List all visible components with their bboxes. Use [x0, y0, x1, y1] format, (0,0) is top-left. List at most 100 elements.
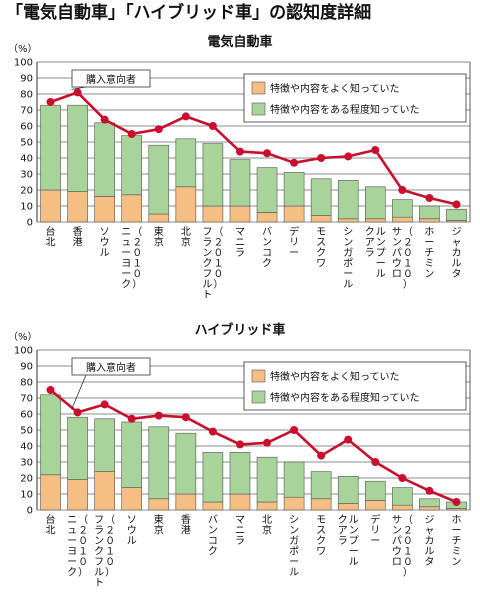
purchase-intent-point [452, 498, 461, 506]
bar-well-known [67, 479, 88, 511]
x-category-label: ニューヨーク [67, 515, 77, 579]
y-tick-label: 60 [20, 122, 33, 133]
bar-somewhat-known [283, 461, 305, 498]
legend-label: 特徴や内容をよく知っていた [270, 370, 400, 383]
bar-somewhat-known [337, 476, 359, 504]
bar-well-known [310, 215, 332, 223]
x-category-label: 香港 [73, 226, 83, 249]
hybrid-vehicle-chart: ハイブリッド車 （%） 0 10 20 30 40 50 60 70 80 90 100 購入意向者特徴や… [8, 322, 471, 589]
bar-somewhat-known [175, 432, 197, 495]
bar-well-known [40, 474, 61, 511]
legend-label: 特徴や内容をある程度知っていた [270, 103, 420, 116]
legend-box [243, 73, 467, 123]
x-category-label: 台北 [46, 513, 56, 537]
purchase-intent-line [50, 91, 457, 206]
bar-somewhat-known [67, 416, 88, 480]
bar-somewhat-known [364, 186, 386, 220]
purchase-intent-point [73, 408, 82, 417]
bar-somewhat-known [364, 480, 386, 501]
x-category-label: （２０１０） [403, 514, 413, 579]
bar-somewhat-known [310, 471, 332, 500]
y-tick-label: 80 [20, 378, 33, 389]
bar-well-known [337, 503, 359, 511]
y-axis-label: （%） [8, 43, 38, 55]
y-tick-label: 70 [20, 106, 33, 117]
purchase-intent-point [181, 413, 190, 422]
bar-well-known [419, 218, 440, 223]
legend-label: 特徴や内容をある程度知っていた [270, 391, 420, 404]
x-category-label: （２０１０） [213, 226, 223, 291]
y-tick-label: 0 [27, 506, 33, 517]
bar-somewhat-known [256, 167, 278, 213]
purchase-intent-point [235, 147, 244, 156]
x-category-label: （２０１０） [78, 514, 88, 579]
y-tick-label: 20 [20, 186, 33, 197]
bar-well-known [67, 191, 88, 223]
purchase-intent-point [425, 486, 434, 495]
x-category-label: （２０１０） [403, 226, 413, 291]
y-tick-label: 90 [20, 362, 33, 373]
purchase-intent-point [46, 98, 55, 106]
purchase-intent-point [235, 440, 244, 449]
y-tick-label: 0 [27, 218, 33, 229]
bar-well-known [148, 213, 170, 223]
purchase-intent-point [371, 458, 380, 466]
purchase-intent-point [73, 88, 82, 97]
bar-well-known [337, 218, 359, 223]
legend-swatch [251, 369, 266, 383]
bar-well-known [229, 205, 251, 223]
y-tick-label: 60 [20, 410, 33, 421]
bar-well-known [392, 216, 413, 223]
bar-well-known [419, 506, 440, 511]
annotation-box [71, 69, 151, 88]
x-category-label: シンガポール [343, 227, 353, 291]
bar-well-known [175, 493, 197, 511]
purchase-intent-point [398, 186, 407, 194]
x-category-label: 北京 [262, 514, 272, 537]
y-tick-label: 40 [20, 154, 33, 165]
purchase-intent-point [127, 414, 136, 423]
purchase-intent-point [425, 194, 434, 202]
bar-somewhat-known [40, 394, 61, 476]
bar-somewhat-known [67, 104, 88, 192]
chart-title: 電気自動車 [207, 34, 272, 50]
bar-somewhat-known [94, 418, 115, 472]
bar-somewhat-known [229, 159, 251, 207]
bar-somewhat-known [121, 135, 143, 196]
x-category-label: ルンプール [349, 515, 359, 568]
bar-somewhat-known [256, 456, 278, 503]
legend-swatch [251, 102, 266, 116]
bar-well-known [392, 504, 413, 511]
electric-vehicle-chart: 電気自動車 （%） 0 10 20 30 40 50 60 70 80 90 100 購入意向者特徴や内容… [8, 34, 471, 301]
y-tick-label: 20 [20, 474, 33, 485]
purchase-intent-point [46, 386, 55, 394]
y-tick-label: 80 [20, 90, 33, 101]
bar-well-known [40, 189, 61, 223]
annotation-box [71, 357, 151, 376]
y-tick-label: 100 [14, 346, 33, 357]
bar-well-known [364, 218, 386, 223]
bar-somewhat-known [202, 452, 224, 503]
bar-somewhat-known [446, 208, 467, 221]
x-category-label: クアラ [338, 514, 348, 547]
annotation-label: 購入意向者 [86, 361, 136, 374]
purchase-intent-point [127, 130, 136, 138]
bar-well-known [364, 500, 386, 511]
bar-well-known [94, 471, 115, 511]
x-category-label: クアラ [365, 226, 375, 259]
bar-somewhat-known [94, 122, 115, 197]
purchase-intent-point [100, 115, 109, 124]
y-tick-label: 40 [20, 442, 33, 453]
bar-well-known [310, 498, 332, 511]
x-category-label: バンコク [208, 514, 218, 558]
legend-swatch [251, 390, 266, 404]
annotation-label: 購入意向者 [86, 73, 136, 86]
purchase-intent-point [100, 400, 109, 409]
x-category-label: ソウル [100, 227, 110, 259]
x-category-label: シンガポール [289, 515, 299, 579]
y-tick-label: 30 [20, 170, 33, 181]
purchase-intent-point [317, 154, 326, 162]
y-tick-label: 50 [20, 426, 33, 437]
x-category-label: バンコク [262, 226, 272, 270]
purchase-intent-point [398, 474, 407, 482]
